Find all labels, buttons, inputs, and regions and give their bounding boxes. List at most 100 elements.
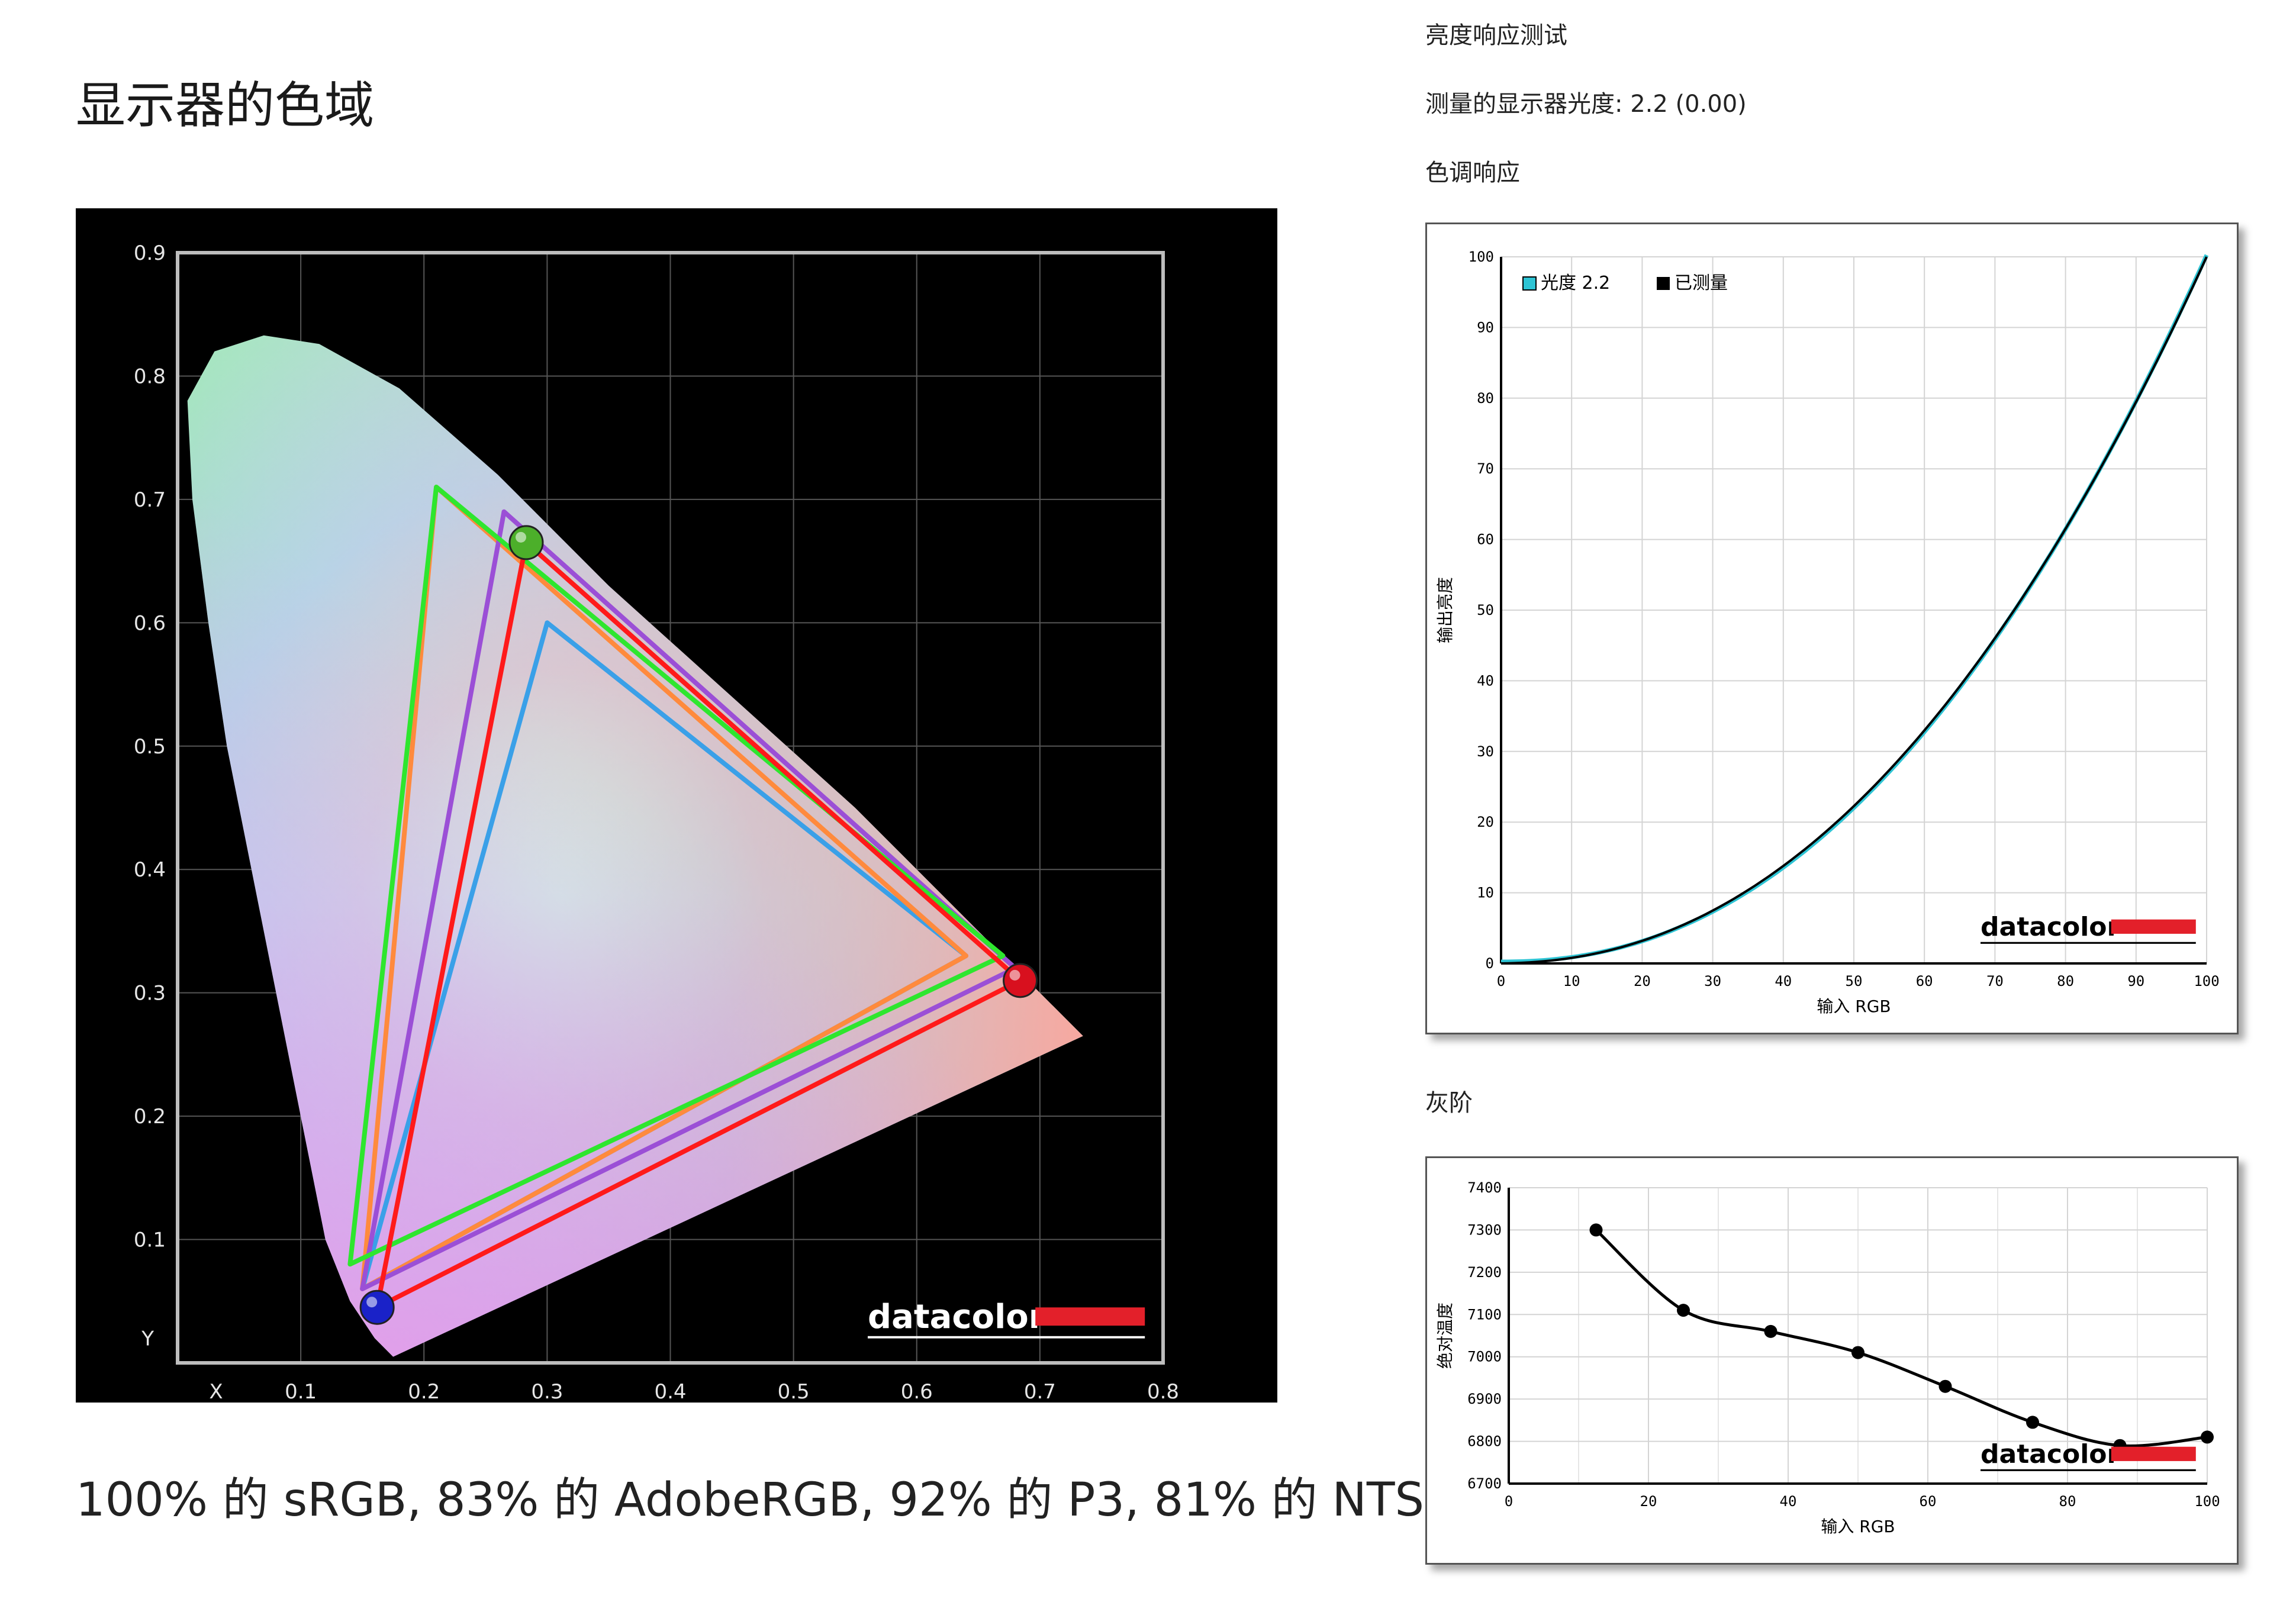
grayscale-chart: 0 20 40 60 80 100 6700 6800 6900 7000 7100 7200 7300… xyxy=(1425,1156,2239,1565)
y-tick-label: 7200 xyxy=(1467,1264,1502,1281)
primary-highlight-g xyxy=(515,531,526,543)
x-tick-label: 20 xyxy=(1634,973,1651,989)
y-tick-label: 0.4 xyxy=(134,858,166,882)
y-tick-label: 0.1 xyxy=(134,1229,166,1252)
grayscale-point xyxy=(2201,1430,2214,1444)
x-tick-label: 80 xyxy=(2059,1493,2076,1510)
spectral-locus-pink-tint xyxy=(187,335,1083,1357)
y-tick-label: 0.2 xyxy=(134,1105,166,1129)
y-tick-label: 0.6 xyxy=(134,611,166,635)
primary-highlight-b xyxy=(366,1297,378,1308)
grayscale-curve xyxy=(1595,1229,2208,1448)
y-axis-label: 输出亮度 xyxy=(1435,577,1455,643)
gamut-chart-svg: 0.1 0.2 0.3 0.4 0.5 0.6 0.7 0.8 0.1 0.2 0.3 0.4 0.5 0… xyxy=(134,241,1179,1403)
y-tick-label: 50 xyxy=(1477,602,1494,618)
y-tick-label: 6700 xyxy=(1467,1475,1502,1492)
measured-gamma-text: 测量的显示器光度: 2.2 (0.00) xyxy=(1425,91,1747,118)
y-tick-label: 0 xyxy=(1486,955,1494,972)
x-tick-label: 60 xyxy=(1920,1493,1937,1510)
tone-response-heading: 色调响应 xyxy=(1425,159,1520,186)
y-tick-label: 100 xyxy=(1469,249,1494,265)
datacolor-logo-bar xyxy=(2111,919,2196,934)
y-tick-label: 6900 xyxy=(1467,1391,1502,1407)
x-tick-label: 0 xyxy=(1497,973,1505,989)
grayscale-point xyxy=(1851,1346,1865,1359)
y-axis-label: 绝对温度 xyxy=(1435,1303,1455,1369)
datacolor-logo: datacolor xyxy=(868,1298,1145,1339)
legend-label-measured: 已测量 xyxy=(1674,273,1728,294)
gamut-chart: 0.1 0.2 0.3 0.4 0.5 0.6 0.7 0.8 0.1 0.2 0.3 0.4 0.5 0… xyxy=(76,208,1277,1403)
grayscale-heading: 灰阶 xyxy=(1425,1089,1473,1117)
x-tick-label: 0.3 xyxy=(531,1380,563,1403)
legend-label-target: 光度 2.2 xyxy=(1541,273,1610,294)
y-tick-label: 7400 xyxy=(1467,1179,1502,1196)
y-tick-label: 0.5 xyxy=(134,735,166,759)
y-tick-label: 30 xyxy=(1477,743,1494,760)
datacolor-logo-text: datacolor xyxy=(1981,1439,2120,1469)
tone-response-svg: 0 10 20 30 40 50 60 70 80 90 100 0 10 20 30 40 50 60 70 80 9… xyxy=(1435,249,2220,1016)
y-tick-label: 60 xyxy=(1477,531,1494,548)
y-tick-label: 6800 xyxy=(1467,1433,1502,1450)
y-tick-label: 20 xyxy=(1477,814,1494,830)
grayscale-point xyxy=(1938,1379,1952,1393)
x-tick-label: 0.7 xyxy=(1024,1380,1056,1403)
x-tick-label: 0.4 xyxy=(654,1380,686,1403)
x-axis-label: 输入 RGB xyxy=(1817,997,1891,1016)
y-tick-label: 0.3 xyxy=(134,982,166,1005)
x-tick-label: 0 xyxy=(1505,1493,1513,1510)
legend-swatch-target xyxy=(1522,276,1537,291)
x-tick-label: 20 xyxy=(1640,1493,1657,1510)
page-title: 显示器的色域 xyxy=(76,76,375,134)
plot-frame xyxy=(176,251,1165,1365)
x-tick-label: 70 xyxy=(1986,973,2004,989)
y-tick-label: 90 xyxy=(1477,319,1494,336)
gamut-triangle-display xyxy=(375,540,1023,1310)
x-tick-label: 0.2 xyxy=(408,1380,440,1403)
x-tick-label: 0.8 xyxy=(1147,1380,1179,1403)
y-tick-label: 7000 xyxy=(1467,1349,1502,1365)
primary-marker-g xyxy=(508,525,544,560)
grayscale-point xyxy=(2026,1416,2039,1429)
y-tick-label: 0.7 xyxy=(134,488,166,512)
gamut-caption: 100% 的 sRGB, 83% 的 AdobeRGB, 92% 的 P3, 8… xyxy=(76,1474,1457,1527)
grayscale-point xyxy=(1677,1304,1690,1317)
x-tick-label: 60 xyxy=(1916,973,1933,989)
x-tick-label: 0.6 xyxy=(901,1380,933,1403)
datacolor-logo-text: datacolor xyxy=(868,1298,1045,1336)
tone-response-chart: 0 10 20 30 40 50 60 70 80 90 100 0 10 20 30 40 50 60 70 80 9… xyxy=(1425,223,2239,1034)
x-tick-label: 30 xyxy=(1704,973,1721,989)
datacolor-logo: datacolor xyxy=(1981,1439,2196,1471)
legend-swatch-measured xyxy=(1657,277,1670,290)
tone-curve-measured xyxy=(1500,256,2208,965)
gamut-triangle-ntsc xyxy=(347,485,1006,1267)
y-tick-label: 0.9 xyxy=(134,241,166,265)
x-tick-label: 80 xyxy=(2057,973,2074,989)
gamut-triangle-p3 xyxy=(360,509,1018,1291)
brightness-test-heading: 亮度响应测试 xyxy=(1425,22,1567,49)
x-tick-label: 40 xyxy=(1775,973,1792,989)
y-tick-label: 40 xyxy=(1477,672,1494,689)
datacolor-logo-bar xyxy=(1035,1307,1145,1326)
datacolor-logo-bar xyxy=(2111,1446,2196,1461)
grayscale-svg: 0 20 40 60 80 100 6700 6800 6900 7000 7100 7200 7300… xyxy=(1435,1179,2220,1536)
y-axis-label: Y xyxy=(141,1327,154,1350)
x-tick-label: 90 xyxy=(2127,973,2144,989)
x-tick-label: 100 xyxy=(2194,973,2219,989)
y-tick-label: 0.8 xyxy=(134,365,166,388)
x-tick-label: 10 xyxy=(1563,973,1580,989)
grayscale-point xyxy=(1589,1223,1603,1237)
x-tick-label: 100 xyxy=(2194,1493,2220,1510)
x-axis-label: 输入 RGB xyxy=(1821,1517,1895,1536)
gamut-triangle-adobe xyxy=(360,485,968,1291)
x-tick-label: 40 xyxy=(1780,1493,1797,1510)
y-tick-label: 10 xyxy=(1477,885,1494,901)
y-tick-label: 7300 xyxy=(1467,1221,1502,1238)
y-tick-label: 7100 xyxy=(1467,1306,1502,1323)
x-tick-label: 0.1 xyxy=(285,1380,317,1403)
y-tick-label: 80 xyxy=(1477,390,1494,407)
x-axis-label: X xyxy=(209,1380,223,1403)
datacolor-logo: datacolor xyxy=(1981,912,2196,944)
grayscale-point xyxy=(1764,1324,1777,1338)
x-tick-label: 0.5 xyxy=(778,1380,810,1403)
datacolor-logo-text: datacolor xyxy=(1981,912,2120,942)
